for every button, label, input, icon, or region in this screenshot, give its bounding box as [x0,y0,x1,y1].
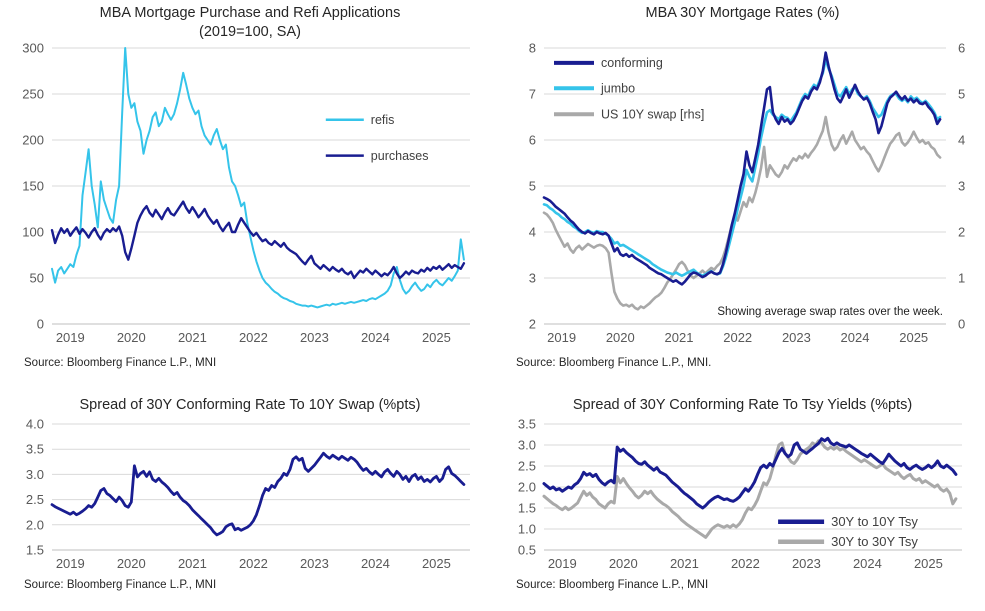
x-axis-tick-label: 2021 [178,556,207,571]
applications-chart-header: MBA Mortgage Purchase and Refi Applicati… [8,4,492,42]
x-axis-tick-label: 2021 [670,556,699,571]
legend-label: 30Y to 10Y Tsy [831,514,918,529]
y-axis-tick-label: 1.5 [26,543,44,558]
y-axis-tick-label: 5 [529,179,536,194]
applications-chart: 0 50 100 150 200 250 300 2019 2020 2021 2022 2023 20… [22,42,470,345]
y-axis-tick-label: 4.0 [26,418,44,432]
series-line-30y-to-30y-tsy [542,439,958,539]
y-axis-tick-label: 7 [529,87,536,102]
y2-axis-tick-label: 4 [958,133,965,148]
x-axis-tick-label: 2024 [841,330,870,345]
source-note: Source: Bloomberg Finance L.P., MNI [24,357,217,369]
legend-label: US 10Y swap [rhs] [601,108,704,122]
y2-axis-tick-label: 5 [958,87,965,102]
x-axis-tick-label: 2022 [723,330,752,345]
y-axis-tick-label: 1.0 [518,522,536,537]
tsy-spread-chart-panel: Spread of 30Y Conforming Rate To Tsy Yie… [492,388,985,611]
y-axis-tick-label: 0.5 [518,543,536,558]
y-axis-tick-label: 2.0 [518,480,536,495]
y-axis-tick-label: 3.5 [518,418,536,432]
legend-label: 30Y to 30Y Tsy [831,534,918,549]
y2-axis-tick-label: 2 [958,225,965,240]
chart-title: MBA Mortgage Purchase and Refi Applicati… [99,5,401,21]
y-axis-tick-label: 150 [22,179,44,194]
series-line-30y-to-10y-tsy [542,436,958,510]
legend-label: jumbo [600,82,635,96]
y-axis-tick-label: 3.0 [518,438,536,453]
legend-label: conforming [601,56,663,70]
x-axis-tick-label: 2021 [178,330,207,345]
chart-subtitle: (2019=100, SA) [199,24,301,40]
x-axis-tick-label: 2020 [606,330,635,345]
series-line-purchases [50,200,466,280]
rates-chart-header: MBA 30Y Mortgage Rates (%) [500,4,985,42]
x-axis-tick-label: 2020 [117,556,146,571]
chart-title: Spread of 30Y Conforming Rate To Tsy Yie… [572,397,913,413]
tsy-spread-chart-header: Spread of 30Y Conforming Rate To Tsy Yie… [500,396,985,418]
y-axis-tick-label: 8 [529,42,536,56]
x-axis-tick-label: 2025 [422,330,451,345]
x-axis-tick-label: 2019 [547,330,576,345]
series-line-spread-30y-conforming-to-10y-swap [50,451,466,537]
swap-spread-chart: 1.5 2.0 2.5 3.0 3.5 4.0 2019 2020 2021 2022 2023 20… [26,418,470,571]
x-axis-tick-label: 2025 [899,330,928,345]
y-axis-tick-label: 2.5 [518,459,536,474]
y-axis-tick-label: 200 [22,133,44,148]
tsy-spread-chart: 0.5 1.0 1.5 2.0 2.5 3.0 3.5 2019 2020 2021 2022 202… [518,418,962,571]
x-axis-tick-label: 2020 [609,556,638,571]
series-line-us-10y-swap-rhs [542,115,942,311]
x-axis-tick-label: 2022 [239,330,268,345]
y-axis-tick-label: 1.5 [518,501,536,516]
source-note: Source: Bloomberg Finance L.P., MNI [516,579,709,591]
y-axis-tick-label: 6 [529,133,536,148]
y-axis-tick-label: 2.5 [26,492,44,507]
swap-spread-chart-panel: Spread of 30Y Conforming Rate To 10Y Swa… [0,388,492,611]
x-axis-tick-label: 2019 [56,556,85,571]
chart-title: Spread of 30Y Conforming Rate To 10Y Swa… [79,397,421,413]
series-line-refis [51,47,465,309]
x-axis-tick-label: 2019 [56,330,85,345]
y-axis-tick-label: 300 [22,42,44,56]
x-axis-tick-label: 2023 [782,330,811,345]
y-axis-tick-label: 3 [529,271,536,286]
y-axis-tick-label: 3.0 [26,467,44,482]
y-axis-tick-label: 2 [529,317,536,332]
source-note: Source: Bloomberg Finance L.P., MNI [24,579,217,591]
annotation-note: Showing average swap rates over the week… [717,306,943,318]
x-axis-tick-label: 2024 [361,556,390,571]
y-axis-tick-label: 100 [22,225,44,240]
x-axis-tick-label: 2023 [300,330,329,345]
x-axis-tick-label: 2019 [548,556,577,571]
x-axis-tick-label: 2023 [792,556,821,571]
applications-chart-panel: MBA Mortgage Purchase and Refi Applicati… [0,0,492,388]
source-note: Source: Bloomberg Finance L.P., MNI. [516,357,712,369]
y-axis-tick-label: 50 [30,271,44,286]
y-axis-tick-label: 0 [37,317,44,332]
y-axis-tick-label: 4 [529,225,536,240]
x-axis-tick-label: 2022 [731,556,760,571]
chart-title: MBA 30Y Mortgage Rates (%) [645,5,840,21]
legend-label: purchases [371,149,429,163]
y2-axis-tick-label: 6 [958,42,965,56]
x-axis-tick-label: 2021 [665,330,694,345]
y-axis-tick-label: 3.5 [26,442,44,457]
swap-spread-chart-header: Spread of 30Y Conforming Rate To 10Y Swa… [8,396,492,418]
x-axis-tick-label: 2024 [853,556,882,571]
x-axis-tick-label: 2025 [914,556,943,571]
x-axis-tick-label: 2025 [422,556,451,571]
series-line-conforming [542,51,942,286]
y2-axis-tick-label: 0 [958,317,965,332]
x-axis-tick-label: 2024 [361,330,390,345]
x-axis-tick-label: 2022 [239,556,268,571]
rates-chart-panel: MBA 30Y Mortgage Rates (%) 2 0 3 1 4 2 5 3 6 4 7 5 8… [492,0,985,388]
y2-axis-tick-label: 1 [958,271,965,286]
rates-chart: 2 0 3 1 4 2 5 3 6 4 7 5 8 6 2019 2020 2021 2022 2023 2024 20… [529,42,965,345]
y-axis-tick-label: 2.0 [26,517,44,532]
legend-label: refis [371,113,395,127]
x-axis-tick-label: 2020 [117,330,146,345]
y2-axis-tick-label: 3 [958,179,965,194]
x-axis-tick-label: 2023 [300,556,329,571]
y-axis-tick-label: 250 [22,87,44,102]
